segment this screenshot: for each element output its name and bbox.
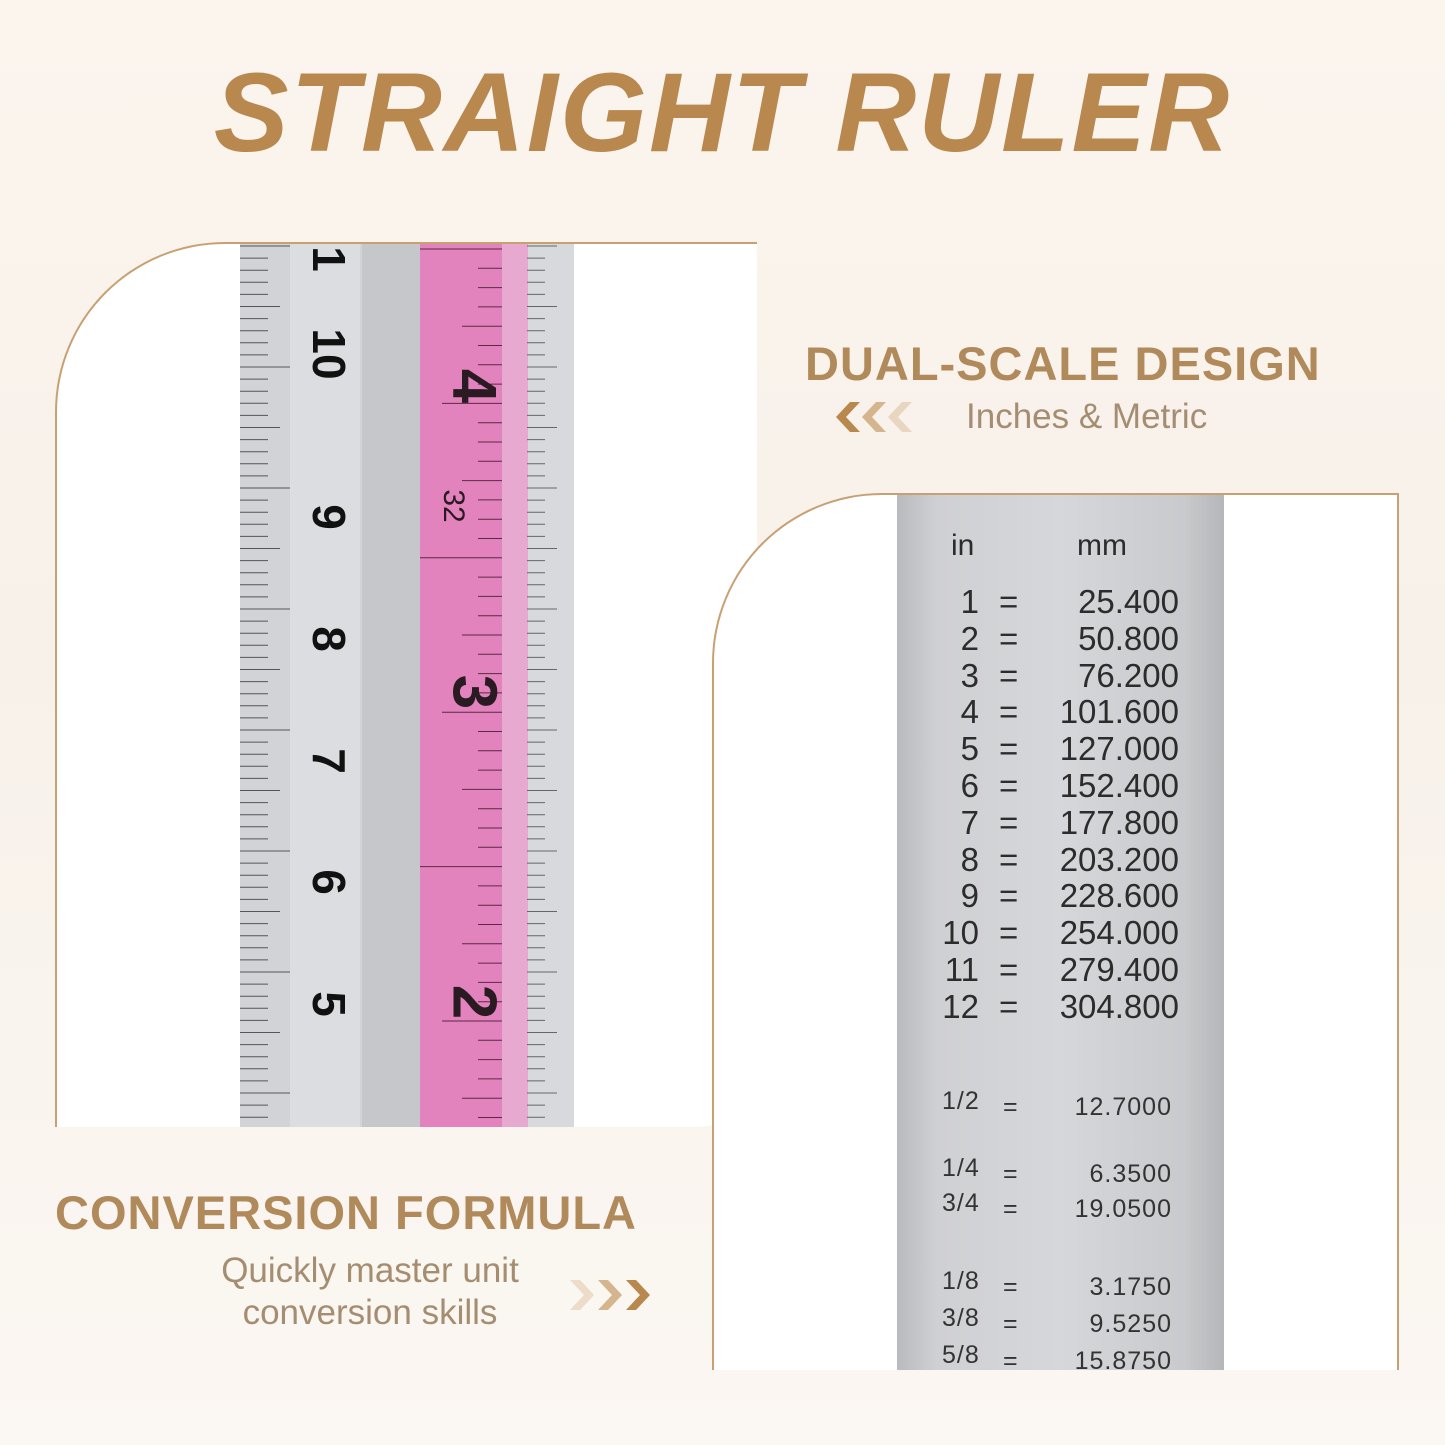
equals: = (999, 693, 1019, 731)
cm-label: 5 (303, 991, 355, 1017)
mm-value: 76.200 (1078, 656, 1179, 694)
mm-value: 15.8750 (1074, 1347, 1172, 1370)
inch-label: 4 (440, 369, 509, 404)
mm-value: 3.1750 (1089, 1273, 1172, 1301)
fraction: 1/4 (942, 1154, 980, 1182)
mm-value: 228.600 (1059, 877, 1179, 915)
column-header: in (951, 529, 975, 562)
column-header: mm (1077, 529, 1127, 562)
pink-scale (420, 244, 502, 1127)
cm-label: 10 (303, 328, 355, 379)
mm-value: 19.0500 (1074, 1195, 1172, 1223)
mm-value: 254.000 (1059, 914, 1179, 952)
page-title: STRAIGHT RULER (213, 50, 1232, 175)
steel-label-band (290, 244, 360, 1127)
feature-subtitle: Inches & Metric (966, 397, 1208, 436)
inch-value: 1 (960, 583, 979, 620)
inch-value: 5 (960, 730, 979, 768)
inch-label: 3 (440, 675, 509, 709)
equals: = (1003, 1310, 1019, 1338)
chevron (570, 1280, 594, 1310)
cm-label: 7 (303, 748, 355, 774)
pink-edge (502, 244, 528, 1127)
fraction: 5/8 (942, 1341, 980, 1369)
mm-value: 6.3500 (1089, 1160, 1172, 1188)
equals: = (999, 987, 1019, 1025)
mm-value: 25.400 (1078, 583, 1179, 620)
inch-value: 12 (942, 987, 979, 1025)
equals: = (1003, 1093, 1019, 1121)
chevrons-left (836, 402, 912, 432)
equals: = (999, 803, 1019, 841)
chevron (888, 402, 912, 432)
chevron (836, 402, 860, 432)
inch-value: 8 (960, 840, 979, 878)
chevron (598, 1280, 622, 1310)
conversion-table: in mm 1 = 25.400 2 = 50.800 3 = 76.200 4 = 101.600 5 = 1… (897, 495, 1224, 1370)
chevron (626, 1280, 650, 1310)
subtitle-line: Quickly master unit (221, 1251, 519, 1290)
fraction: 3/4 (942, 1189, 980, 1217)
mm-value: 203.200 (1059, 840, 1179, 878)
chevron (862, 402, 886, 432)
cm-label: 9 (303, 504, 355, 530)
inch-value: 9 (960, 877, 979, 915)
equals: = (1003, 1195, 1019, 1223)
equals: = (999, 730, 1019, 768)
feature-title: CONVERSION FORMULA (55, 1186, 637, 1239)
inch-value: 2 (960, 619, 979, 657)
fraction: 1/8 (942, 1267, 980, 1295)
equals: = (999, 656, 1019, 694)
inch-value: 6 (960, 767, 979, 804)
equals: = (999, 840, 1019, 878)
equals: = (1003, 1347, 1019, 1370)
mm-value: 279.400 (1059, 951, 1179, 988)
mm-value: 127.000 (1059, 730, 1179, 768)
equals: = (999, 951, 1019, 988)
chevrons-right (570, 1280, 650, 1310)
inch-label: 2 (440, 985, 509, 1019)
equals: = (1003, 1273, 1019, 1301)
inch-value: 11 (944, 951, 979, 988)
mm-value: 9.5250 (1089, 1310, 1172, 1338)
equals: = (999, 583, 1019, 620)
mm-value: 50.800 (1078, 619, 1179, 657)
fraction: 3/8 (942, 1304, 980, 1332)
mm-value: 12.7000 (1074, 1093, 1172, 1121)
feature-subtitle: Quickly master unit conversion skills (140, 1250, 600, 1334)
equals: = (999, 877, 1019, 915)
equals: = (1003, 1160, 1019, 1188)
cm-label: 6 (303, 869, 355, 895)
equals: = (999, 767, 1019, 804)
ticks (240, 245, 557, 1118)
conversion-panel: in mm 1 = 25.400 2 = 50.800 3 = 76.200 4 = 101.600 5 = 1… (712, 493, 1399, 1370)
mm-value: 177.800 (1059, 803, 1179, 841)
fraction: 1/2 (942, 1087, 980, 1115)
steel-bevel (362, 244, 420, 1127)
inch-value: 3 (960, 656, 979, 694)
mm-value: 101.600 (1059, 693, 1179, 731)
subtitle-line: conversion skills (242, 1293, 498, 1332)
mm-value: 304.800 (1059, 987, 1179, 1025)
equals: = (999, 619, 1019, 657)
cm-label: 1 (303, 246, 355, 272)
inch-value: 4 (960, 693, 979, 731)
cm-label: 8 (303, 626, 355, 652)
ruler-photo-panel: 1 10 9 8 7 6 5 4 32 3 2 (55, 242, 757, 1127)
inch-value: 7 (960, 803, 979, 841)
mm-value: 152.400 (1059, 767, 1179, 804)
inch-label: 32 (437, 489, 470, 522)
equals: = (999, 914, 1019, 952)
inch-value: 10 (942, 914, 979, 952)
feature-title: DUAL-SCALE DESIGN (805, 337, 1321, 390)
